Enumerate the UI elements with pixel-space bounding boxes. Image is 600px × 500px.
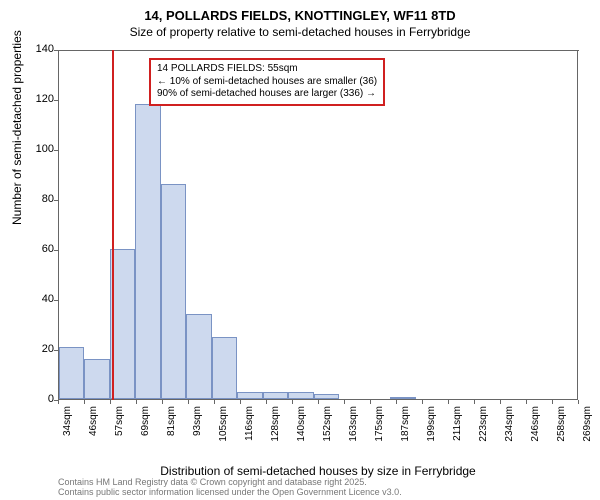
- chart-area: 14 POLLARDS FIELDS: 55sqm← 10% of semi-d…: [58, 50, 578, 430]
- histogram-bar: [288, 392, 313, 400]
- xtick-mark: [84, 400, 85, 404]
- xtick-mark: [110, 400, 111, 404]
- ytick-label: 20: [14, 343, 54, 355]
- xtick-label: 140sqm: [296, 406, 307, 446]
- plot-border: [59, 50, 579, 51]
- ytick-label: 80: [14, 193, 54, 205]
- xtick-mark: [552, 400, 553, 404]
- xtick-mark: [58, 400, 59, 404]
- ytick-mark: [54, 300, 58, 301]
- histogram-bar: [161, 184, 186, 399]
- xtick-mark: [370, 400, 371, 404]
- histogram-bar: [263, 392, 288, 400]
- ytick-label: 120: [14, 93, 54, 105]
- xtick-mark: [578, 400, 579, 404]
- chart-title: 14, POLLARDS FIELDS, KNOTTINGLEY, WF11 8…: [0, 0, 600, 23]
- ytick-label: 100: [14, 143, 54, 155]
- xtick-mark: [188, 400, 189, 404]
- xtick-mark: [526, 400, 527, 404]
- xtick-label: 69sqm: [140, 406, 151, 446]
- xtick-label: 223sqm: [478, 406, 489, 446]
- xtick-label: 234sqm: [504, 406, 515, 446]
- xtick-mark: [266, 400, 267, 404]
- xtick-label: 105sqm: [218, 406, 229, 446]
- chart-subtitle: Size of property relative to semi-detach…: [0, 23, 600, 45]
- chart-container: 14, POLLARDS FIELDS, KNOTTINGLEY, WF11 8…: [0, 0, 600, 500]
- xtick-mark: [448, 400, 449, 404]
- xtick-label: 175sqm: [374, 406, 385, 446]
- ytick-label: 140: [14, 43, 54, 55]
- xtick-label: 34sqm: [62, 406, 73, 446]
- xtick-label: 128sqm: [270, 406, 281, 446]
- annotation-line: 14 POLLARDS FIELDS: 55sqm: [157, 63, 377, 76]
- xtick-mark: [240, 400, 241, 404]
- xtick-mark: [162, 400, 163, 404]
- footer-attribution: Contains HM Land Registry data © Crown c…: [58, 478, 402, 498]
- histogram-bar: [314, 394, 339, 399]
- ytick-mark: [54, 350, 58, 351]
- xtick-mark: [344, 400, 345, 404]
- ytick-label: 60: [14, 243, 54, 255]
- xtick-mark: [318, 400, 319, 404]
- ytick-label: 0: [14, 393, 54, 405]
- histogram-bar: [390, 397, 415, 400]
- xtick-label: 152sqm: [322, 406, 333, 446]
- xtick-mark: [474, 400, 475, 404]
- plot-border: [577, 50, 578, 400]
- xtick-mark: [136, 400, 137, 404]
- ytick-label: 40: [14, 293, 54, 305]
- xtick-label: 246sqm: [530, 406, 541, 446]
- xtick-mark: [292, 400, 293, 404]
- annotation-line: ← 10% of semi-detached houses are smalle…: [157, 76, 377, 89]
- histogram-bar: [59, 347, 84, 400]
- xtick-mark: [422, 400, 423, 404]
- x-axis-label: Distribution of semi-detached houses by …: [58, 464, 578, 478]
- plot-region: 14 POLLARDS FIELDS: 55sqm← 10% of semi-d…: [58, 50, 578, 400]
- ytick-mark: [54, 100, 58, 101]
- histogram-bar: [84, 359, 109, 399]
- xtick-label: 211sqm: [452, 406, 463, 446]
- xtick-label: 46sqm: [88, 406, 99, 446]
- xtick-mark: [396, 400, 397, 404]
- xtick-label: 199sqm: [426, 406, 437, 446]
- histogram-bar: [237, 392, 262, 400]
- annotation-line: 90% of semi-detached houses are larger (…: [157, 88, 377, 101]
- xtick-label: 269sqm: [582, 406, 593, 446]
- histogram-bar: [186, 314, 211, 399]
- ytick-mark: [54, 150, 58, 151]
- reference-line: [112, 50, 114, 400]
- xtick-label: 93sqm: [192, 406, 203, 446]
- xtick-mark: [500, 400, 501, 404]
- xtick-label: 187sqm: [400, 406, 411, 446]
- xtick-label: 81sqm: [166, 406, 177, 446]
- xtick-label: 258sqm: [556, 406, 567, 446]
- xtick-mark: [214, 400, 215, 404]
- ytick-mark: [54, 50, 58, 51]
- ytick-mark: [54, 200, 58, 201]
- histogram-bar: [135, 104, 160, 399]
- xtick-label: 163sqm: [348, 406, 359, 446]
- ytick-mark: [54, 250, 58, 251]
- annotation-box: 14 POLLARDS FIELDS: 55sqm← 10% of semi-d…: [149, 58, 385, 106]
- xtick-label: 57sqm: [114, 406, 125, 446]
- xtick-label: 116sqm: [244, 406, 255, 446]
- footer-line: Contains public sector information licen…: [58, 488, 402, 498]
- histogram-bar: [212, 337, 237, 400]
